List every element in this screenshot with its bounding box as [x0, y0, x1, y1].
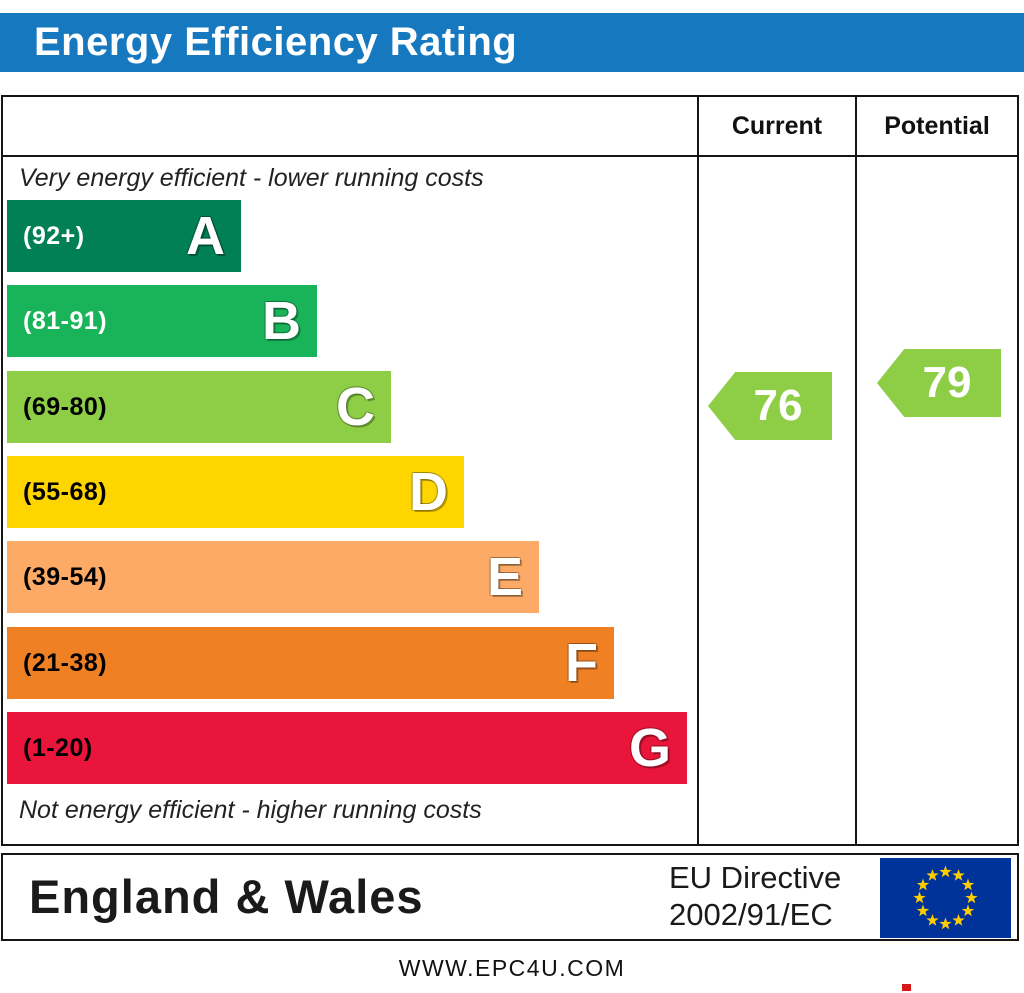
current-column-header: Current — [731, 112, 823, 140]
website-url: WWW.EPC4U.COM — [398, 955, 626, 981]
potential-column-header: Potential — [884, 112, 990, 140]
band-e-letter: E — [486, 547, 523, 607]
page-title: Energy Efficiency Rating — [34, 20, 518, 64]
rating-chart: Current Potential Very energy efficient … — [1, 95, 1019, 846]
bottom-note: Not energy efficient - higher running co… — [19, 796, 482, 824]
band-d: (55-68) D — [7, 456, 464, 528]
region-label: England & Wales — [29, 870, 424, 923]
band-c-letter: C — [336, 377, 375, 437]
band-b-range: (81-91) — [23, 306, 108, 335]
band-d-letter: D — [409, 462, 448, 522]
band-f-letter: F — [565, 633, 598, 693]
band-e-range: (39-54) — [23, 562, 108, 591]
current-rating-arrow: 76 — [708, 372, 832, 440]
band-c-range: (69-80) — [23, 392, 108, 421]
band-g-letter: G — [628, 718, 671, 778]
potential-rating-arrow: 79 — [877, 349, 1001, 417]
band-c: (69-80) C — [7, 371, 391, 443]
band-e: (39-54) E — [7, 541, 539, 613]
red-artifact — [902, 984, 911, 991]
band-a: (92+) A — [7, 200, 241, 272]
band-g-range: (1-20) — [23, 733, 93, 762]
eu-flag-icon — [880, 858, 1011, 938]
potential-column-divider — [855, 97, 857, 844]
current-column-divider — [697, 97, 699, 844]
band-f: (21-38) F — [7, 627, 614, 699]
band-b: (81-91) B — [7, 285, 317, 357]
eu-directive-label: EU Directive 2002/91/EC — [669, 860, 841, 933]
band-b-letter: B — [262, 291, 301, 351]
band-g: (1-20) G — [7, 712, 687, 784]
band-f-range: (21-38) — [23, 648, 108, 677]
eu-directive-line1: EU Directive — [669, 860, 842, 895]
band-a-range: (92+) — [23, 221, 85, 250]
band-d-range: (55-68) — [23, 477, 108, 506]
header-divider — [3, 155, 1017, 157]
footer-box: England & Wales EU Directive 2002/91/EC — [1, 853, 1019, 941]
top-note: Very energy efficient - lower running co… — [19, 164, 484, 192]
title-bar: Energy Efficiency Rating — [0, 13, 1024, 72]
eu-directive-line2: 2002/91/EC — [669, 896, 833, 932]
band-a-letter: A — [186, 206, 225, 266]
